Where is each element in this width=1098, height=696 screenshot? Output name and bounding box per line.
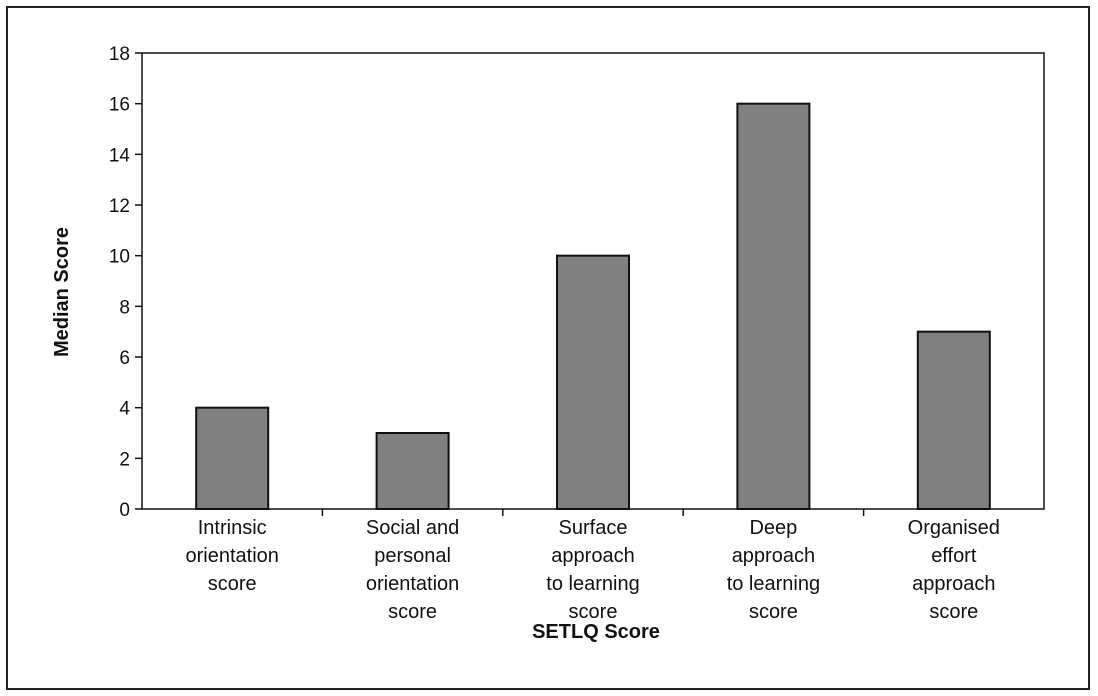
x-axis-category-labels: Intrinsic orientation score Social and perso… <box>185 517 999 623</box>
x-category-label: Intrinsic orientation score <box>185 517 278 595</box>
x-category-label: Social and personal orientation score <box>366 517 459 623</box>
y-tick-label: 2 <box>119 449 130 470</box>
bar <box>736 102 811 511</box>
x-axis-title: SETLQ Score <box>532 621 660 643</box>
y-tick-label: 14 <box>109 145 131 166</box>
bar <box>195 406 270 510</box>
x-category-label: Deep approach to learning score <box>727 517 820 623</box>
y-tick-label: 8 <box>119 297 130 318</box>
y-tick-label: 10 <box>109 247 130 268</box>
y-tick-label: 4 <box>119 399 130 420</box>
bar-chart: 0 2 4 6 8 10 12 14 16 18 Intrinsic orientation scor… <box>51 44 1045 643</box>
chart-frame: 0 2 4 6 8 10 12 14 16 18 Intrinsic orientation scor… <box>6 6 1090 690</box>
y-tick-label: 16 <box>109 95 130 116</box>
x-category-label: Organised effort approach score <box>908 517 1000 623</box>
bar <box>375 432 450 510</box>
y-axis-title: Median Score <box>51 227 73 357</box>
y-tick-label: 6 <box>119 348 130 369</box>
y-tick-label: 18 <box>109 44 130 65</box>
bar <box>556 254 630 510</box>
y-tick-label: 0 <box>119 500 130 521</box>
y-tick-label: 12 <box>109 196 130 217</box>
plot-area <box>141 52 1045 511</box>
x-category-label: Surface approach to learning score <box>546 517 639 623</box>
y-axis-ticks: 0 2 4 6 8 10 12 14 16 18 <box>109 44 865 521</box>
bar <box>916 330 991 510</box>
